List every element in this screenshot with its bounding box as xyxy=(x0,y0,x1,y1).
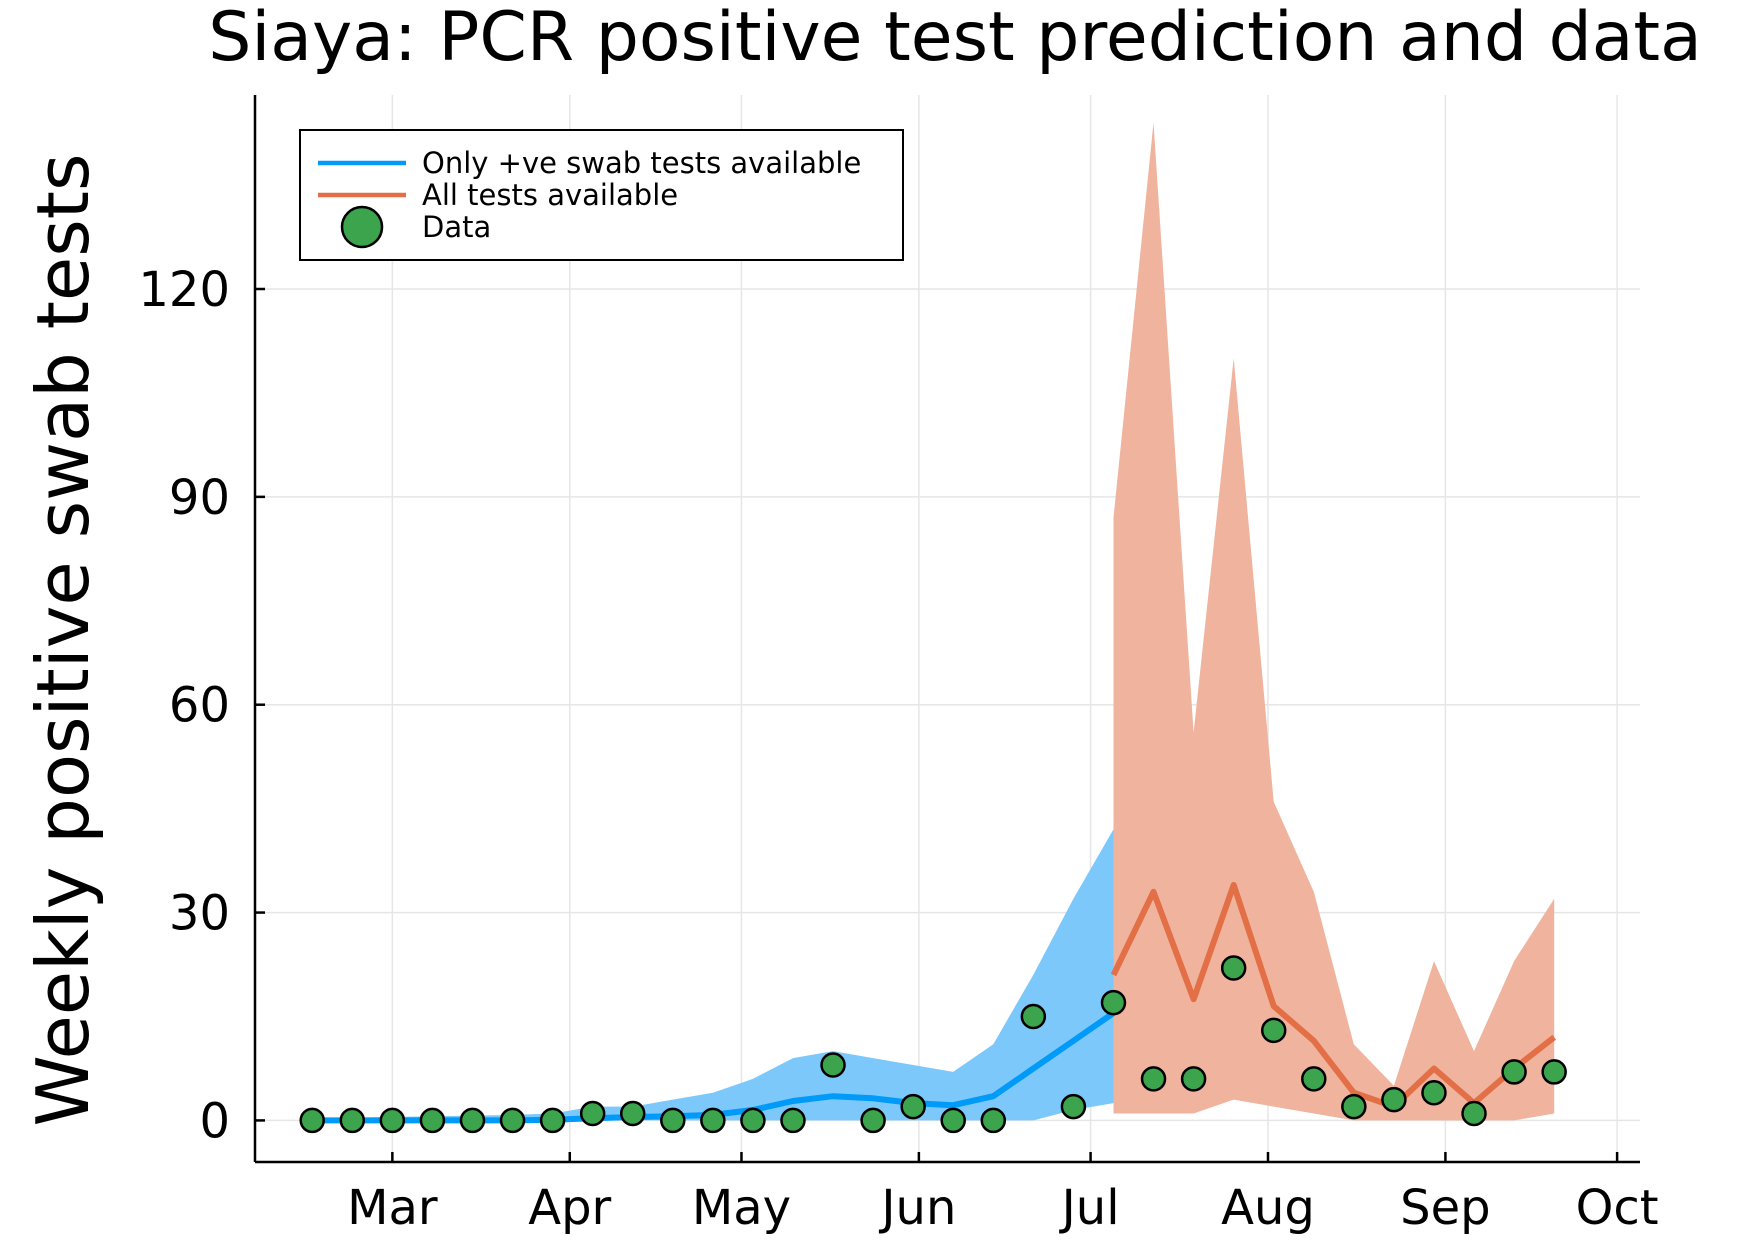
data-point xyxy=(579,1100,606,1127)
data-point xyxy=(1100,989,1127,1016)
data-point xyxy=(980,1107,1007,1134)
data-point xyxy=(740,1107,766,1134)
x-tick-label: Oct xyxy=(1576,1180,1659,1236)
data-point xyxy=(499,1107,526,1134)
data-point xyxy=(459,1107,486,1134)
data-point xyxy=(780,1107,806,1134)
y-axis-label: Weekly positive swab tests xyxy=(21,154,105,1127)
data-point xyxy=(1421,1079,1447,1106)
data-point xyxy=(379,1107,406,1134)
data-point xyxy=(1020,1003,1047,1030)
data-point xyxy=(419,1107,446,1134)
all_tests-line xyxy=(1110,881,1557,1110)
data-markers xyxy=(299,955,1567,1134)
uncertainty-bands xyxy=(312,122,1555,1121)
data-point xyxy=(660,1107,686,1134)
data-point xyxy=(339,1107,366,1134)
y-tick-label: 120 xyxy=(138,262,230,318)
x-tick-label: Sep xyxy=(1400,1180,1490,1236)
grid-lines xyxy=(255,95,1640,1162)
data-point xyxy=(619,1100,646,1127)
data-point xyxy=(539,1107,566,1134)
data-point xyxy=(1381,1086,1407,1113)
data-point xyxy=(1501,1059,1527,1085)
x-tick-label: Jul xyxy=(1059,1180,1120,1236)
data-point xyxy=(700,1107,726,1134)
legend-marker-data xyxy=(340,205,384,249)
data-point xyxy=(900,1093,926,1120)
data-point xyxy=(1220,955,1247,981)
axes: 0 30 60 90 120 Mar Apr May Jun Jul Aug Sep Oct xyxy=(138,95,1659,1236)
data-point xyxy=(860,1107,886,1134)
data-point xyxy=(1341,1093,1367,1120)
only_positive-band xyxy=(312,829,1114,1121)
data-point xyxy=(940,1107,966,1134)
x-tick-label: Jun xyxy=(878,1180,956,1236)
legend-label: Only +ve swab tests available xyxy=(422,146,861,180)
x-tick-label: Aug xyxy=(1221,1180,1315,1236)
data-point xyxy=(299,1107,325,1134)
data-point xyxy=(1301,1066,1327,1092)
y-tick-label: 90 xyxy=(169,470,230,526)
y-tick-label: 0 xyxy=(199,1093,230,1149)
data-point xyxy=(1060,1093,1087,1120)
data-point xyxy=(1260,1017,1287,1044)
data-point xyxy=(1541,1059,1567,1085)
data-point xyxy=(820,1052,846,1078)
y-tick-label: 60 xyxy=(169,678,230,734)
chart-title: Siaya: PCR positive test prediction and … xyxy=(208,0,1702,77)
y-tick-label: 30 xyxy=(169,886,230,942)
data-point xyxy=(1180,1066,1207,1092)
x-tick-label: May xyxy=(692,1180,791,1236)
x-tick-label: Apr xyxy=(528,1180,611,1236)
legend-label: Data xyxy=(422,210,491,244)
data-point xyxy=(1461,1100,1487,1127)
x-tick-label: Mar xyxy=(347,1180,438,1236)
legend-label: All tests available xyxy=(422,178,678,212)
all_tests-band xyxy=(1113,122,1555,1121)
data-point xyxy=(1140,1066,1167,1092)
